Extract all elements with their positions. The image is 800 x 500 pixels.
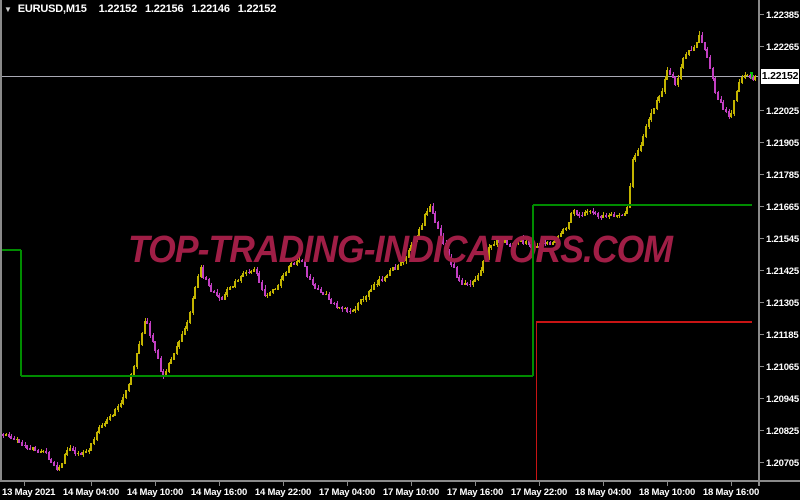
time-axis-tick [539, 482, 540, 486]
time-axis-label: 18 May 04:00 [575, 487, 631, 498]
price-axis-tick [760, 430, 764, 431]
time-axis-label: 17 May 10:00 [383, 487, 439, 498]
price-axis-label: 1.22385 [766, 10, 800, 21]
time-axis-label: 18 May 16:00 [703, 487, 759, 498]
time-axis-tick [475, 482, 476, 486]
price-axis-tick [760, 238, 764, 239]
price-axis-tick [760, 334, 764, 335]
price-axis-tick [760, 110, 764, 111]
time-axis-label: 18 May 10:00 [639, 487, 695, 498]
price-axis-label: 1.21665 [766, 202, 800, 213]
price-axis-label: 1.20705 [766, 458, 800, 469]
ohlc-close-value: 1.22152 [237, 3, 277, 15]
price-axis-tick [760, 46, 764, 47]
time-axis-tick [667, 482, 668, 486]
price-axis-label: 1.21185 [766, 330, 799, 341]
chart-dropdown-icon[interactable]: ▼ [4, 4, 12, 14]
price-axis-label: 1.21305 [766, 298, 800, 309]
time-axis-label: 17 May 22:00 [511, 487, 567, 498]
chart-frame [0, 0, 800, 486]
price-axis[interactable]: 1.22385 1.22265 1.22025 1.21905 1.21785 1.216… [760, 10, 800, 469]
price-axis-label: 1.20945 [766, 394, 800, 405]
price-axis-tick [760, 462, 764, 463]
time-axis-tick [347, 482, 348, 486]
ohlc-high-value: 1.22156 [145, 3, 184, 15]
step-line-indicator [2, 204, 752, 481]
price-axis-tick [760, 142, 764, 143]
time-axis-tick [283, 482, 284, 486]
price-axis-tick [760, 398, 764, 399]
price-axis-label: 1.21905 [766, 138, 800, 149]
time-axis-label: 13 May 2021 [2, 487, 56, 498]
time-axis-label: 14 May 10:00 [127, 487, 183, 498]
time-axis-tick [24, 482, 25, 486]
time-axis-tick [155, 482, 156, 486]
symbol-info-bar: ▼ EURUSD,M15 1.22152 1.22156 1.22146 1.2… [4, 3, 284, 15]
ohlc-low-value: 1.22146 [191, 3, 230, 15]
current-price-box: 1.22152 [761, 69, 799, 84]
time-axis-tick [603, 482, 604, 486]
ohlc-open-value: 1.22152 [98, 3, 138, 15]
price-axis-tick [760, 206, 764, 207]
price-axis-tick [760, 366, 764, 367]
time-axis-tick [411, 482, 412, 486]
watermark-text: TOP-TRADING-INDICATORS.COM [128, 229, 674, 271]
candlestick-series [2, 31, 756, 471]
time-axis-tick [219, 482, 220, 486]
time-axis-label: 14 May 04:00 [63, 487, 119, 498]
price-axis-label: 1.20825 [766, 426, 800, 437]
price-axis-tick [760, 270, 764, 271]
price-axis-label: 1.21065 [766, 362, 800, 373]
bid-price-line [2, 72, 758, 79]
symbol-timeframe-label: EURUSD,M15 [17, 3, 87, 15]
price-axis-label: 1.21545 [766, 234, 800, 245]
price-axis-tick [760, 174, 764, 175]
price-axis-tick [760, 302, 764, 303]
time-axis-label: 14 May 16:00 [191, 487, 247, 498]
time-axis-label: 17 May 16:00 [447, 487, 503, 498]
price-axis-label: 1.22025 [766, 106, 800, 117]
time-axis-label: 17 May 04:00 [319, 487, 375, 498]
time-axis[interactable]: 13 May 2021 14 May 04:00 14 May 10:00 14 Ma… [2, 482, 759, 498]
price-axis-label: 1.21425 [766, 266, 800, 277]
time-axis-tick [731, 482, 732, 486]
time-axis-tick [91, 482, 92, 486]
price-axis-label: 1.21785 [766, 170, 800, 181]
price-axis-label: 1.22265 [766, 42, 800, 53]
price-axis-tick [760, 14, 764, 15]
time-axis-label: 14 May 22:00 [255, 487, 311, 498]
